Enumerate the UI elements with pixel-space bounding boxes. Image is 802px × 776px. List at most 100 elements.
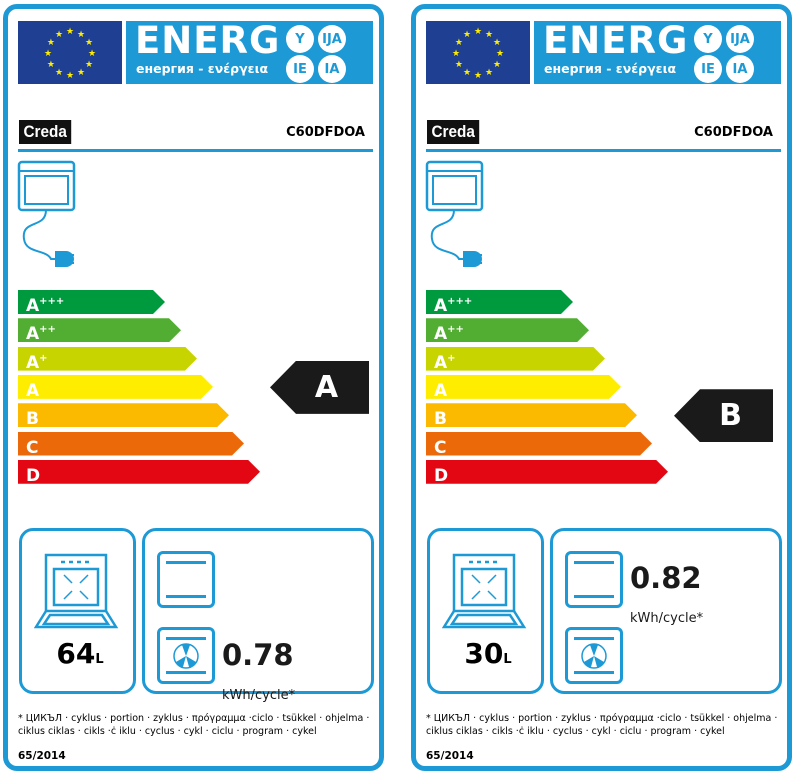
- eu-star-icon: ★: [474, 27, 482, 37]
- eu-star-icon: ★: [463, 30, 471, 40]
- energy-class-bar: D: [426, 460, 668, 484]
- fan-heating-icon: [565, 627, 623, 684]
- class-plus: +++: [447, 296, 473, 307]
- lang-circle: Y: [694, 25, 722, 53]
- volume-value: 30L: [464, 637, 512, 670]
- eu-flag: ★ ★ ★ ★ ★ ★ ★ ★ ★ ★ ★ ★: [426, 21, 530, 84]
- divider: [18, 149, 373, 152]
- electric-oven-icon: [17, 160, 76, 267]
- class-letter: A: [434, 352, 448, 373]
- eu-star-icon: ★: [77, 68, 85, 78]
- class-letter: C: [26, 437, 39, 458]
- class-letter: A: [26, 296, 40, 316]
- eu-star-icon: ★: [44, 49, 52, 59]
- lang-circle: IA: [318, 55, 346, 83]
- class-letter: D: [434, 465, 449, 486]
- eu-star-icon: ★: [455, 60, 463, 70]
- model-number: C60DFDOA: [694, 125, 773, 140]
- regulation-number: 65/2014: [18, 750, 66, 762]
- conventional-energy-value: 0.82 kWh/cycle*: [630, 561, 704, 626]
- eu-star-icon: ★: [88, 49, 96, 59]
- lang-circle: IE: [286, 55, 314, 83]
- energ-title: ENERG: [135, 19, 281, 62]
- volume-value: 64L: [56, 637, 104, 670]
- class-letter: A: [26, 380, 40, 401]
- energy-class-bar: A++: [426, 318, 589, 342]
- eu-flag: ★ ★ ★ ★ ★ ★ ★ ★ ★ ★ ★ ★: [18, 21, 122, 84]
- energy-class-bar: A++: [18, 318, 181, 342]
- brand-logo: Creda: [427, 120, 480, 144]
- eu-star-icon: ★: [55, 30, 63, 40]
- energy-rating-arrow: A: [270, 360, 369, 414]
- eu-star-icon: ★: [85, 38, 93, 48]
- energy-class-bar: B: [18, 403, 229, 427]
- fan-energy-value: 0.78 kWh/cycle*: [222, 638, 296, 703]
- energy-header: ENERG енергия - ενέργεια Y IJA IE IA: [126, 19, 373, 84]
- cycle-footnote: * ЦИКЪЛ · cyklus · portion · zyklus · πρ…: [18, 713, 370, 737]
- eu-star-icon: ★: [77, 30, 85, 40]
- energy-class-bar: A+++: [18, 290, 165, 314]
- model-number: C60DFDOA: [286, 125, 365, 140]
- eu-star-icon: ★: [85, 60, 93, 70]
- lang-circle: IE: [694, 55, 722, 83]
- eu-star-icon: ★: [493, 38, 501, 48]
- eu-star-icon: ★: [485, 68, 493, 78]
- class-letter: A: [26, 324, 40, 345]
- eu-star-icon: ★: [455, 38, 463, 48]
- lang-circle: Y: [286, 25, 314, 53]
- energy-class-bar: C: [18, 432, 244, 456]
- class-plus: +: [39, 352, 48, 364]
- energ-title: ENERG: [543, 19, 689, 62]
- class-plus: +++: [39, 296, 65, 307]
- oven-volume-icon: [34, 553, 119, 629]
- class-letter: A: [26, 352, 40, 373]
- class-letter: A: [434, 380, 448, 401]
- volume-unit: L: [503, 652, 512, 667]
- eu-star-icon: ★: [452, 49, 460, 59]
- brand-logo: Creda: [19, 120, 72, 144]
- volume-box: 64L: [19, 528, 136, 694]
- class-plus: +: [447, 352, 456, 364]
- class-letter: B: [434, 409, 447, 430]
- energ-subtitle: енергия - ενέργεια: [136, 61, 269, 76]
- regulation-number: 65/2014: [426, 750, 474, 762]
- energy-unit: kWh/cycle*: [630, 611, 704, 626]
- energy-class-bar: A+++: [426, 290, 573, 314]
- lang-circle: IA: [726, 55, 754, 83]
- eu-star-icon: ★: [47, 38, 55, 48]
- energy-class-bar: C: [426, 432, 652, 456]
- volume-box: 30L: [427, 528, 544, 694]
- energy-consumption-box: 0.78 kWh/cycle*: [142, 528, 374, 703]
- energy-class-bar: A: [18, 375, 213, 399]
- energy-class-bar: B: [426, 403, 637, 427]
- lang-circle: IJA: [318, 25, 346, 53]
- cycle-footnote: * ЦИКЪЛ · cyklus · portion · zyklus · πρ…: [426, 713, 778, 737]
- energy-class-bar: A: [426, 375, 621, 399]
- energy-header: ENERG енергия - ενέργεια Y IJA IE IA: [534, 19, 781, 84]
- energ-subtitle: енергия - ενέργεια: [544, 61, 677, 76]
- eu-star-icon: ★: [496, 49, 504, 59]
- class-letter: B: [26, 409, 39, 430]
- eu-star-icon: ★: [485, 30, 493, 40]
- eu-star-icon: ★: [55, 68, 63, 78]
- energy-unit: kWh/cycle*: [222, 688, 296, 703]
- class-plus: ++: [39, 324, 56, 336]
- conventional-heating-icon: [157, 551, 215, 608]
- class-letter: A: [434, 296, 448, 316]
- eu-star-icon: ★: [66, 27, 74, 37]
- volume-unit: L: [95, 652, 104, 667]
- energy-class-bar: A+: [18, 347, 197, 371]
- energy-consumption-box: 0.82 kWh/cycle*: [550, 528, 782, 694]
- class-letter: A: [434, 324, 448, 345]
- eu-star-icon: ★: [66, 71, 74, 81]
- conventional-heating-icon: [565, 551, 623, 608]
- eu-star-icon: ★: [474, 71, 482, 81]
- divider: [426, 149, 781, 152]
- class-letter: D: [26, 465, 41, 486]
- eu-star-icon: ★: [47, 60, 55, 70]
- energy-class-bar: A+: [426, 347, 605, 371]
- energy-rating-arrow: B: [674, 389, 773, 443]
- energy-class-bar: D: [18, 460, 260, 484]
